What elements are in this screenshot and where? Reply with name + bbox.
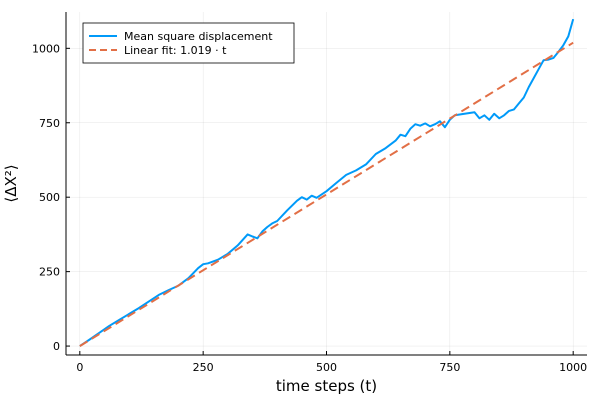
y-tick-label: 0 [53, 340, 60, 353]
x-axis-label: time steps (t) [276, 377, 377, 395]
legend-label-fit: Linear fit: 1.019 · t [124, 44, 227, 57]
x-tick-label: 750 [439, 361, 460, 374]
series-linear-fit-line [79, 41, 574, 347]
legend-label-msd: Mean square displacement [124, 30, 273, 43]
tick-labels: 0 250 500 750 1000 0 250 500 750 1000 [32, 42, 587, 374]
y-axis-label: ⟨ΔX²⟩ [2, 164, 20, 202]
y-tick-label: 500 [39, 191, 60, 204]
x-tick-label: 1000 [559, 361, 587, 374]
series-layer [79, 18, 575, 347]
x-tick-label: 0 [76, 361, 83, 374]
y-tick-label: 750 [39, 117, 60, 130]
legend-box [82, 22, 295, 64]
axes [65, 12, 587, 356]
y-tick-label: 1000 [32, 42, 60, 55]
x-tick-label: 500 [316, 361, 337, 374]
grid [66, 12, 587, 355]
legend: Mean square displacement Linear fit: 1.0… [82, 22, 295, 64]
x-tick-label: 250 [193, 361, 214, 374]
series-msd-line [79, 18, 575, 347]
y-tick-label: 250 [39, 266, 60, 279]
